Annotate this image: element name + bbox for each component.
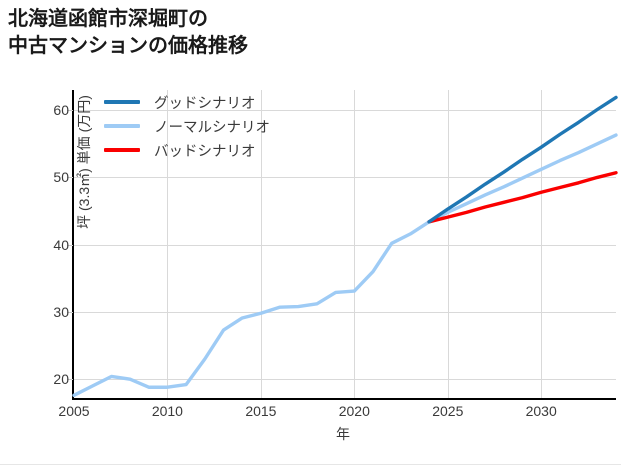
x-tick-label-2025: 2025 [432,403,464,419]
y-tick-label-30: 30 [53,303,69,320]
y-tick-40 [67,244,73,246]
y-axis-title: 坪 (3.3㎡) 単価 (万円) [74,72,94,252]
x-tick-label-2030: 2030 [525,403,557,419]
x-tick-label-2015: 2015 [245,403,277,419]
x-tick-label-2005: 2005 [58,403,90,419]
legend-item-normal[interactable]: ノーマルシナリオ [104,114,270,138]
series-line-ノーマルシナリオ [72,133,618,398]
legend-swatch-normal [104,124,140,128]
y-axis-title-text: 坪 (3.3㎡) 単価 (万円) [76,95,92,229]
chart-title: 北海道函館市深堀町の 中古マンションの価格推移 [8,8,248,57]
plot-area: 20 30 40 50 60 2005 2010 2015 2020 2025 2030 [53,90,618,419]
gridline-y-60 [74,110,616,112]
y-tick-label-60: 60 [53,102,69,119]
gridline-x-2010 [167,90,169,398]
series-line-グッドシナリオ [427,95,618,224]
legend-swatch-good [104,100,140,104]
gridline-y-50 [74,177,616,179]
series-line-バッドシナリオ [427,171,618,224]
gridline-x-2020 [354,90,356,398]
legend-swatch-bad [104,148,140,152]
legend-item-good[interactable]: グッドシナリオ [104,90,270,114]
y-tick-label-50: 50 [53,169,69,186]
legend-label-good: グッドシナリオ [154,95,256,112]
legend-label-bad: バッドシナリオ [154,143,256,160]
y-tick-30 [67,311,73,313]
x-tick-label-2020: 2020 [338,403,370,419]
gridline-y-40 [74,244,616,246]
x-axis-title: 年 [72,424,614,444]
x-axis-title-text: 年 [336,426,350,442]
legend-item-bad[interactable]: バッドシナリオ [104,138,270,162]
chart-legend: グッドシナリオ ノーマルシナリオ バッドシナリオ [104,90,270,162]
gridline-x-2030 [541,90,543,398]
series-lines [72,95,618,398]
gridline-x-2025 [447,90,449,398]
gridline-y-30 [74,311,616,313]
y-tick-50 [67,177,73,179]
y-tick-20 [67,379,73,381]
x-tick-label-2010: 2010 [151,403,183,419]
gridline-y-20 [74,379,616,381]
y-tick-label-20: 20 [53,371,69,388]
gridline-x-2015 [260,90,262,398]
y-tick-60 [67,110,73,112]
y-tick-label-40: 40 [53,236,69,253]
legend-label-normal: ノーマルシナリオ [154,119,270,136]
